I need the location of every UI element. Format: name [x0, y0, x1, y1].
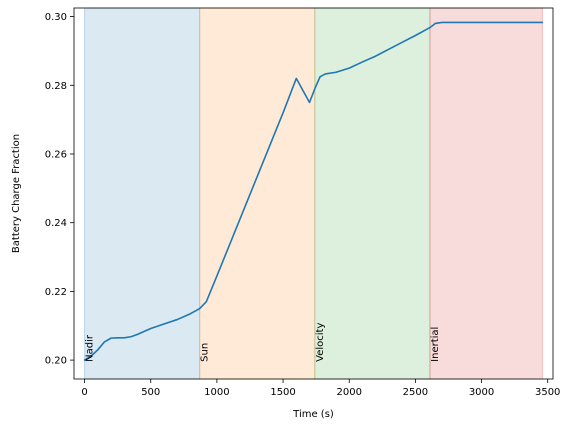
x-tick-label: 500: [141, 387, 160, 398]
x-tick-label: 2000: [336, 387, 361, 398]
x-tick-label: 0: [81, 387, 87, 398]
x-tick-label: 3000: [469, 387, 494, 398]
mode-band-labels: Nadir Sun Velocity Inertial: [85, 323, 441, 362]
x-tick-label: 2500: [403, 387, 428, 398]
y-tick-label: 0.24: [45, 218, 67, 229]
y-tick-label: 0.30: [45, 12, 67, 23]
x-tick-label: 1000: [204, 387, 229, 398]
band-sun: [199, 7, 316, 380]
y-axis-ticks: 0.20 0.22 0.24 0.26 0.28 0.30: [45, 12, 74, 367]
band-label-inertial: Inertial: [430, 327, 441, 362]
y-tick-label: 0.20: [45, 356, 67, 367]
band-velocity: [314, 7, 431, 380]
y-axis-label: Battery Charge Fraction: [11, 134, 22, 253]
plot-frame: [73, 7, 554, 380]
y-tick-label: 0.22: [45, 287, 67, 298]
band-inertial: [429, 7, 543, 380]
x-tick-label: 1500: [270, 387, 295, 398]
series-layer: [83, 21, 544, 361]
battery-charge-line: [83, 21, 544, 361]
y-tick-label: 0.26: [45, 149, 67, 160]
band-label-sun: Sun: [200, 343, 211, 362]
band-label-nadir: Nadir: [85, 334, 96, 362]
band-nadir: [84, 7, 201, 380]
x-tick-label: 3500: [535, 387, 560, 398]
mode-bands: [84, 7, 543, 380]
x-axis-label: Time (s): [292, 409, 334, 420]
band-label-velocity: Velocity: [315, 323, 326, 362]
y-tick-label: 0.28: [45, 81, 67, 92]
x-axis-ticks: 0 500 1000 1500 2000 2500 3000 3500: [81, 379, 560, 398]
